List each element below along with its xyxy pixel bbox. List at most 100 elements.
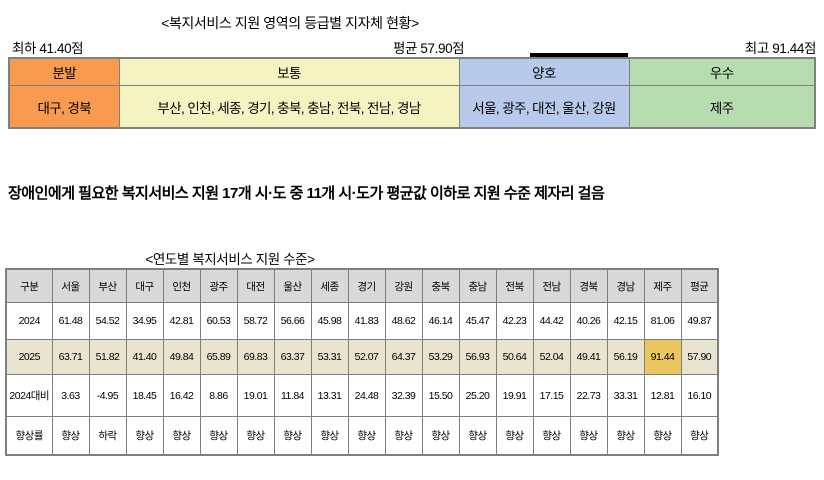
yearly-header-cell: 제주 — [643, 268, 682, 303]
yearly-value-cell: 42.23 — [495, 302, 534, 340]
yearly-value-cell: 3.63 — [51, 374, 90, 417]
yearly-header-cell: 서울 — [51, 268, 90, 303]
grade-regions-cell: 제주 — [628, 85, 816, 129]
yearly-tbody: 구분 서울 부산 대구 인천 광주 대전 울산 세종 경기 강원 충북 충남 전북 전남 경북 경남 제주 평균 20… — [5, 268, 719, 456]
grade-header-cell: 우수 — [628, 57, 816, 86]
yearly-value-cell: 향상 — [162, 416, 201, 456]
min-score-label: 최하 41.40점 — [12, 41, 84, 56]
yearly-header-cell: 울산 — [273, 268, 312, 303]
yearly-value-cell: 56.93 — [458, 339, 497, 375]
yearly-value-cell: 24.48 — [347, 374, 386, 417]
grade-regions-cell: 대구, 경북 — [8, 85, 120, 129]
yearly-header-cell: 경기 — [347, 268, 386, 303]
yearly-value-cell: 65.89 — [199, 339, 238, 375]
yearly-value-cell: 52.04 — [532, 339, 571, 375]
yearly-value-cell: 11.84 — [273, 374, 312, 417]
yearly-value-cell: 46.14 — [421, 302, 460, 340]
yearly-value-cell: 48.62 — [384, 302, 423, 340]
yearly-header-cell: 대전 — [236, 268, 275, 303]
yearly-header-cell: 충북 — [421, 268, 460, 303]
yearly-value-cell: 33.31 — [606, 374, 645, 417]
yearly-value-cell: 61.48 — [51, 302, 90, 340]
max-score-label: 최고 91.44점 — [744, 41, 817, 56]
grade-regions-row: 대구, 경북 부산, 인천, 세종, 경기, 충북, 충남, 전북, 전남, 경남… — [8, 85, 816, 129]
headline-text: 장애인에게 필요한 복지서비스 지원 17개 시·도 중 11개 시·도가 평균… — [8, 185, 605, 202]
yearly-header-cell: 부산 — [88, 268, 127, 303]
yearly-value-cell: 향상 — [51, 416, 90, 456]
yearly-value-cell: 49.41 — [569, 339, 608, 375]
yearly-value-cell: 52.07 — [347, 339, 386, 375]
yearly-value-cell: 50.64 — [495, 339, 534, 375]
yearly-value-cell: 19.01 — [236, 374, 275, 417]
yearly-value-cell: 향상 — [310, 416, 349, 456]
grade-table-title: <복지서비스 지원 영역의 등급별 지자체 현황> — [161, 15, 419, 31]
yearly-value-cell: 91.44 — [643, 339, 682, 375]
yearly-value-cell: 16.42 — [162, 374, 201, 417]
yearly-value-cell: 49.87 — [680, 302, 719, 340]
yearly-data-row: 2024대비 3.63 -4.95 18.45 16.42 8.86 19.01 11.84 1… — [5, 374, 719, 417]
average-marker-line — [530, 53, 628, 58]
yearly-value-cell: 18.45 — [125, 374, 164, 417]
yearly-value-cell: 향상 — [643, 416, 682, 456]
yearly-table-title: <연도별 복지서비스 지원 수준> — [145, 252, 315, 267]
yearly-value-cell: 60.53 — [199, 302, 238, 340]
yearly-value-cell: 16.10 — [680, 374, 719, 417]
yearly-value-cell: 40.26 — [569, 302, 608, 340]
yearly-value-cell: 13.31 — [310, 374, 349, 417]
yearly-value-cell: 향상 — [273, 416, 312, 456]
yearly-value-cell: 향상 — [680, 416, 719, 456]
yearly-value-cell: 15.50 — [421, 374, 460, 417]
yearly-value-cell: 53.29 — [421, 339, 460, 375]
yearly-value-cell: 8.86 — [199, 374, 238, 417]
yearly-value-cell: 12.81 — [643, 374, 682, 417]
yearly-value-cell: 향상 — [199, 416, 238, 456]
yearly-value-cell: 17.15 — [532, 374, 571, 417]
yearly-value-cell: 56.19 — [606, 339, 645, 375]
yearly-value-cell: 42.81 — [162, 302, 201, 340]
yearly-value-cell: -4.95 — [88, 374, 127, 417]
yearly-value-cell: 58.72 — [236, 302, 275, 340]
yearly-header-cell: 충남 — [458, 268, 497, 303]
yearly-value-cell: 19.91 — [495, 374, 534, 417]
row-label-cell: 2024 — [5, 302, 53, 340]
yearly-data-row: 2025 63.71 51.82 41.40 49.84 65.89 69.83 63.37 5… — [5, 339, 719, 375]
yearly-header-cell: 대구 — [125, 268, 164, 303]
yearly-table: 구분 서울 부산 대구 인천 광주 대전 울산 세종 경기 강원 충북 충남 전북 전남 경북 경남 제주 평균 20… — [5, 268, 719, 456]
yearly-header-cell: 강원 — [384, 268, 423, 303]
yearly-value-cell: 57.90 — [680, 339, 719, 375]
yearly-header-cell: 전북 — [495, 268, 534, 303]
yearly-header-cell: 경북 — [569, 268, 608, 303]
yearly-value-cell: 향상 — [458, 416, 497, 456]
yearly-value-cell: 63.71 — [51, 339, 90, 375]
grade-header-row: 분발 보통 양호 우수 — [8, 57, 816, 86]
grade-table: 분발 보통 양호 우수 대구, 경북 부산, 인천, 세종, 경기, 충북, 충남, 전… — [8, 57, 816, 129]
yearly-header-cell: 전남 — [532, 268, 571, 303]
yearly-value-cell: 향상 — [495, 416, 534, 456]
yearly-value-cell: 향상 — [125, 416, 164, 456]
yearly-header-row: 구분 서울 부산 대구 인천 광주 대전 울산 세종 경기 강원 충북 충남 전북 전남 경북 경남 제주 평균 — [5, 268, 719, 303]
yearly-value-cell: 44.42 — [532, 302, 571, 340]
yearly-header-cell: 구분 — [5, 268, 53, 303]
row-label-cell: 향상률 — [5, 416, 53, 456]
yearly-value-cell: 향상 — [347, 416, 386, 456]
yearly-value-cell: 81.06 — [643, 302, 682, 340]
yearly-value-cell: 41.83 — [347, 302, 386, 340]
yearly-value-cell: 32.39 — [384, 374, 423, 417]
yearly-value-cell: 향상 — [569, 416, 608, 456]
yearly-value-cell: 향상 — [532, 416, 571, 456]
yearly-value-cell: 하락 — [88, 416, 127, 456]
yearly-value-cell: 42.15 — [606, 302, 645, 340]
row-label-cell: 2024대비 — [5, 374, 53, 417]
yearly-value-cell: 69.83 — [236, 339, 275, 375]
yearly-header-cell: 광주 — [199, 268, 238, 303]
yearly-value-cell: 향상 — [384, 416, 423, 456]
yearly-value-cell: 56.66 — [273, 302, 312, 340]
yearly-value-cell: 향상 — [606, 416, 645, 456]
grade-header-cell: 보통 — [118, 57, 460, 86]
yearly-value-cell: 64.37 — [384, 339, 423, 375]
yearly-value-cell: 25.20 — [458, 374, 497, 417]
yearly-header-cell: 경남 — [606, 268, 645, 303]
yearly-value-cell: 49.84 — [162, 339, 201, 375]
grade-header-cell: 양호 — [458, 57, 630, 86]
row-label-cell: 2025 — [5, 339, 53, 375]
